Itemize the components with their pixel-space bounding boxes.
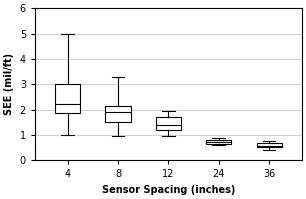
PathPatch shape: [156, 117, 181, 130]
X-axis label: Sensor Spacing (inches): Sensor Spacing (inches): [102, 185, 235, 195]
PathPatch shape: [206, 140, 231, 144]
Y-axis label: SEE (mil/ft): SEE (mil/ft): [4, 53, 14, 115]
PathPatch shape: [55, 84, 80, 113]
PathPatch shape: [256, 143, 282, 147]
PathPatch shape: [106, 106, 131, 122]
